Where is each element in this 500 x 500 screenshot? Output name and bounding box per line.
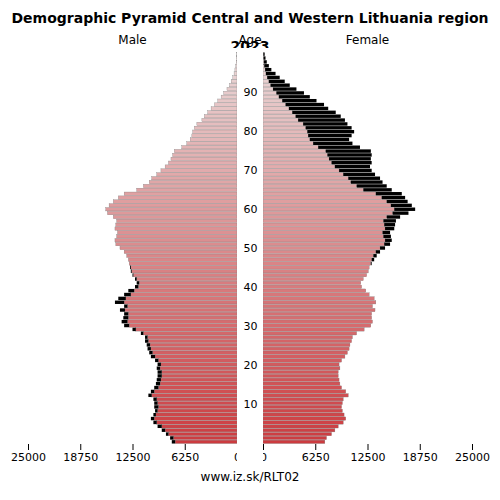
svg-text:50: 50 — [244, 242, 258, 255]
svg-text:90: 90 — [244, 86, 258, 99]
svg-text:6250: 6250 — [302, 451, 330, 464]
svg-text:18750: 18750 — [63, 451, 98, 464]
svg-text:25000: 25000 — [455, 451, 490, 464]
svg-text:25000: 25000 — [11, 451, 46, 464]
html-text:Male: Male — [118, 33, 147, 47]
svg-text:18750: 18750 — [403, 451, 438, 464]
svg-text:30: 30 — [244, 320, 258, 333]
svg-text:80: 80 — [244, 125, 258, 138]
html-text:Female: Female — [345, 33, 390, 47]
svg-text:0: 0 — [263, 451, 267, 464]
svg-text:70: 70 — [244, 164, 258, 177]
svg-text:10: 10 — [244, 398, 258, 411]
svg-text:40: 40 — [244, 281, 258, 294]
svg-text:12500: 12500 — [351, 451, 386, 464]
svg-text:6250: 6250 — [171, 451, 199, 464]
html-text:www.iz.sk/RLT02: www.iz.sk/RLT02 — [200, 470, 300, 484]
svg-text:12500: 12500 — [116, 451, 151, 464]
svg-text:20: 20 — [244, 359, 258, 372]
html-text:Demographic Pyramid Central an: Demographic Pyramid Central and Western … — [11, 10, 489, 54]
svg-text:60: 60 — [244, 203, 258, 216]
html-text:Age: Age — [238, 33, 262, 47]
